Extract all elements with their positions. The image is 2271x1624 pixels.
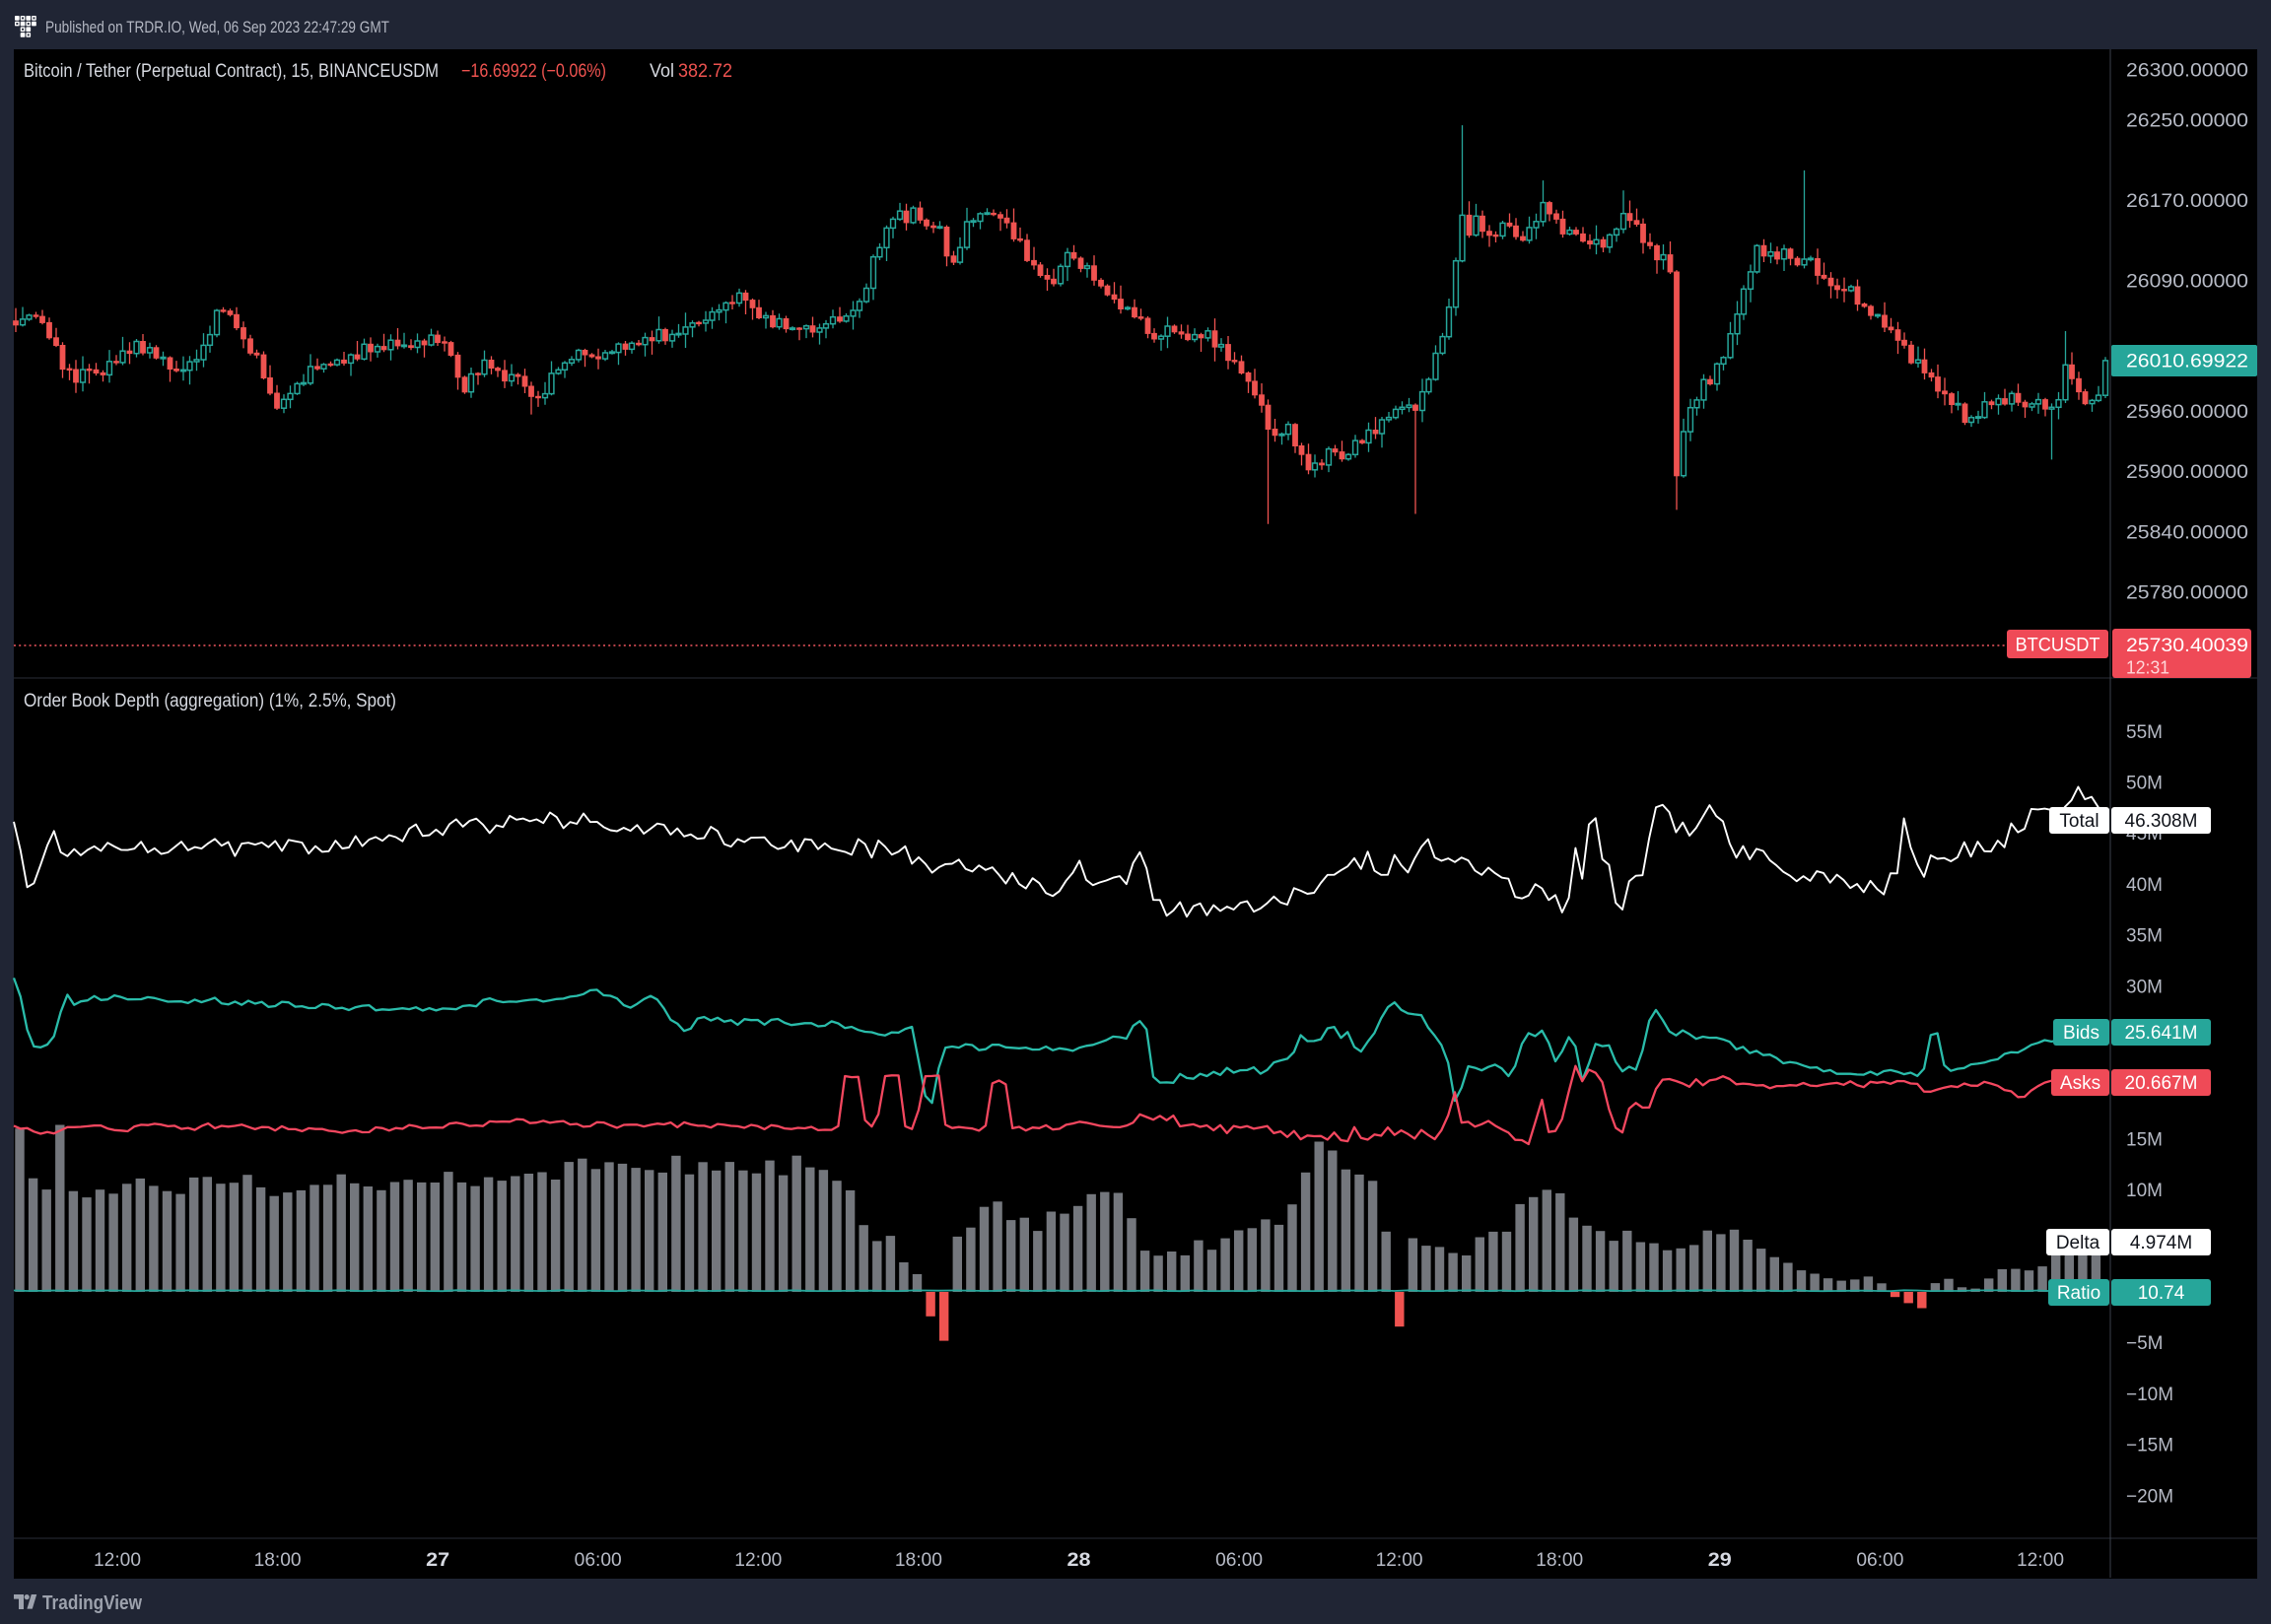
svg-text:Bids: Bids [2063, 1023, 2099, 1044]
svg-text:Published on TRDR.IO, Wed, 06: Published on TRDR.IO, Wed, 06 Sep 2023 2… [45, 18, 389, 36]
svg-text:382.72: 382.72 [678, 61, 732, 82]
svg-text:−20M: −20M [2126, 1486, 2173, 1507]
svg-text:26090.00000: 26090.00000 [2126, 272, 2248, 293]
svg-text:12:00: 12:00 [1376, 1550, 1423, 1571]
svg-text:06:00: 06:00 [575, 1550, 622, 1571]
svg-text:Asks: Asks [2060, 1073, 2100, 1094]
svg-text:12:00: 12:00 [2017, 1550, 2064, 1571]
svg-text:18:00: 18:00 [895, 1550, 942, 1571]
svg-text:Delta: Delta [2056, 1233, 2100, 1253]
svg-text:26300.00000: 26300.00000 [2126, 61, 2248, 82]
svg-text:18:00: 18:00 [1536, 1550, 1583, 1571]
svg-text:27: 27 [426, 1550, 449, 1571]
svg-text:BTCUSDT: BTCUSDT [2016, 636, 2100, 656]
svg-text:25780.00000: 25780.00000 [2126, 583, 2248, 604]
svg-text:55M: 55M [2126, 722, 2163, 743]
svg-text:06:00: 06:00 [1215, 1550, 1263, 1571]
svg-text:20.667M: 20.667M [2125, 1073, 2198, 1094]
svg-text:50M: 50M [2126, 774, 2163, 794]
svg-text:Vol: Vol [650, 61, 674, 82]
svg-text:12:00: 12:00 [734, 1550, 782, 1571]
svg-text:30M: 30M [2126, 977, 2163, 997]
svg-text:12:31: 12:31 [2126, 658, 2169, 678]
svg-text:25960.00000: 25960.00000 [2126, 402, 2248, 423]
svg-text:Order Book Depth (aggregation): Order Book Depth (aggregation) (1%, 2.5%… [24, 691, 396, 711]
svg-text:46.308M: 46.308M [2125, 811, 2198, 832]
svg-text:Ratio: Ratio [2057, 1283, 2100, 1304]
svg-text:12:00: 12:00 [94, 1550, 141, 1571]
svg-text:−10M: −10M [2126, 1385, 2173, 1405]
svg-text:−16.69922 (−0.06%): −16.69922 (−0.06%) [461, 61, 606, 82]
svg-text:28: 28 [1067, 1550, 1091, 1571]
svg-text:25730.40039: 25730.40039 [2126, 636, 2248, 656]
svg-text:35M: 35M [2126, 926, 2163, 947]
svg-text:25.641M: 25.641M [2125, 1023, 2198, 1044]
svg-text:25840.00000: 25840.00000 [2126, 522, 2248, 543]
svg-text:Bitcoin / Tether (Perpetual Co: Bitcoin / Tether (Perpetual Contract), 1… [24, 61, 439, 82]
svg-text:26010.69922: 26010.69922 [2126, 352, 2248, 372]
svg-text:TradingView: TradingView [42, 1592, 142, 1614]
svg-text:10.74: 10.74 [2138, 1283, 2185, 1304]
svg-text:26250.00000: 26250.00000 [2126, 111, 2248, 132]
svg-text:18:00: 18:00 [254, 1550, 302, 1571]
svg-text:25900.00000: 25900.00000 [2126, 462, 2248, 483]
svg-text:26170.00000: 26170.00000 [2126, 191, 2248, 212]
svg-text:−15M: −15M [2126, 1436, 2173, 1456]
svg-text:10M: 10M [2126, 1181, 2163, 1201]
svg-text:06:00: 06:00 [1856, 1550, 1903, 1571]
svg-text:Total: Total [2059, 811, 2099, 832]
svg-text:29: 29 [1708, 1550, 1732, 1571]
svg-text:15M: 15M [2126, 1129, 2163, 1150]
svg-text:40M: 40M [2126, 875, 2163, 896]
svg-text:−5M: −5M [2126, 1333, 2164, 1354]
svg-text:4.974M: 4.974M [2130, 1233, 2192, 1253]
